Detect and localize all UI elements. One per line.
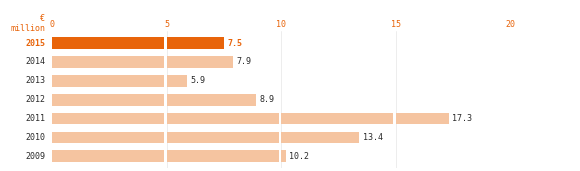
- Bar: [167, 113, 278, 124]
- Text: 2012: 2012: [26, 95, 45, 104]
- Text: €: €: [41, 14, 45, 23]
- Text: 2014: 2014: [26, 57, 45, 66]
- Bar: [281, 131, 359, 143]
- Bar: [52, 75, 164, 87]
- Text: 7.5: 7.5: [227, 38, 242, 48]
- Bar: [167, 56, 233, 68]
- Bar: [52, 150, 164, 162]
- Bar: [396, 113, 448, 124]
- Bar: [167, 37, 224, 49]
- Bar: [167, 75, 187, 87]
- Text: 10.2: 10.2: [289, 152, 309, 161]
- Bar: [281, 150, 286, 162]
- Bar: [281, 113, 393, 124]
- Bar: [52, 94, 164, 106]
- Text: 17.3: 17.3: [452, 114, 472, 123]
- Text: 7.9: 7.9: [237, 57, 252, 66]
- Bar: [167, 131, 278, 143]
- Text: 2009: 2009: [26, 152, 45, 161]
- Text: 2011: 2011: [26, 114, 45, 123]
- Text: 2013: 2013: [26, 76, 45, 85]
- Bar: [52, 113, 164, 124]
- Text: 5.9: 5.9: [191, 76, 206, 85]
- Bar: [167, 150, 278, 162]
- Bar: [52, 131, 164, 143]
- Bar: [52, 56, 164, 68]
- Text: 2015: 2015: [26, 38, 45, 48]
- Text: 2010: 2010: [26, 133, 45, 142]
- Text: million: million: [10, 24, 45, 33]
- Bar: [52, 37, 164, 49]
- Text: 13.4: 13.4: [362, 133, 383, 142]
- Bar: [167, 94, 256, 106]
- Text: 8.9: 8.9: [259, 95, 274, 104]
